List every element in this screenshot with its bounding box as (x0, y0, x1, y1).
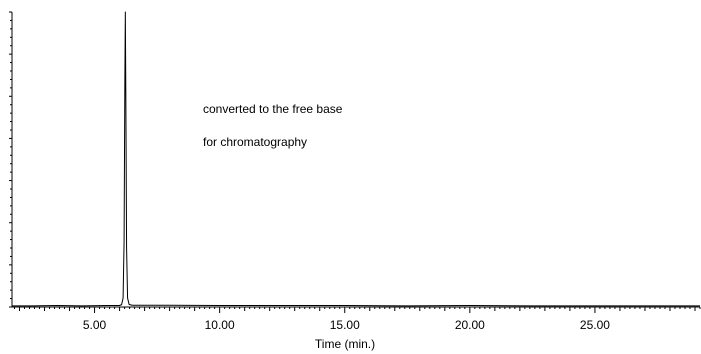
x-axis: 5.00 10.00 15.00 20.00 25.00 Time (min.) (12, 306, 701, 351)
x-tick-label: 15.00 (330, 318, 360, 332)
x-tick-label: 20.00 (455, 318, 485, 332)
y-axis (9, 11, 13, 308)
y-axis-ticks (9, 11, 12, 308)
annotation-line-1: converted to the free base (203, 102, 343, 116)
annotation-layer: converted to the free base for chromatog… (203, 102, 343, 149)
x-tick-label: 25.00 (580, 318, 610, 332)
annotation-line-2: for chromatography (203, 135, 307, 149)
chromatogram-trace (12, 11, 700, 307)
x-tick-label: 10.00 (205, 318, 235, 332)
x-axis-title: Time (min.) (315, 337, 375, 351)
series-layer (12, 11, 700, 307)
x-tick-label: 5.00 (83, 318, 107, 332)
x-axis-ticks (14, 307, 701, 313)
x-axis-tick-labels: 5.00 10.00 15.00 20.00 25.00 (83, 318, 610, 332)
